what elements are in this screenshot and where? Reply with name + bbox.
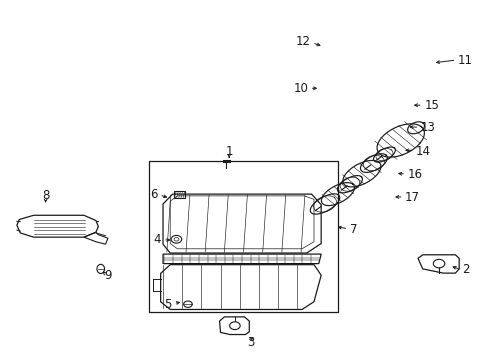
Bar [148, 161, 337, 312]
Text: 12: 12 [295, 35, 310, 48]
Text: 5: 5 [164, 298, 171, 311]
Text: 4: 4 [153, 234, 160, 247]
Text: 7: 7 [349, 223, 357, 236]
Text: 9: 9 [104, 270, 111, 283]
Text: 6: 6 [149, 188, 157, 201]
Text: 15: 15 [424, 99, 438, 112]
Text: 2: 2 [462, 264, 469, 276]
Text: 13: 13 [420, 121, 435, 134]
Text: 11: 11 [457, 54, 472, 67]
Text: 14: 14 [415, 145, 430, 158]
Text: 3: 3 [246, 337, 254, 350]
Text: 8: 8 [42, 189, 49, 202]
Text: 17: 17 [404, 191, 419, 204]
Text: 10: 10 [293, 82, 307, 95]
Text: 16: 16 [407, 168, 422, 181]
Text: 1: 1 [225, 145, 232, 158]
